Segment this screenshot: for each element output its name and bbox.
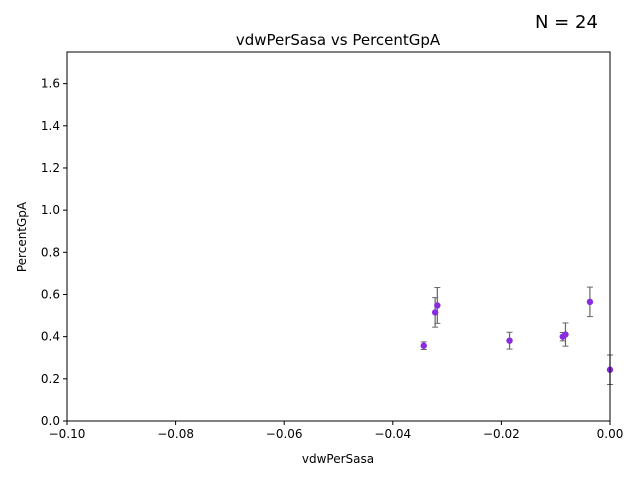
errorbar-layer (420, 286, 613, 386)
y-tick-label: 0.6 (41, 287, 60, 301)
chart-title: vdwPerSasa vs PercentGpA (236, 31, 441, 49)
y-tick-label: 0.8 (41, 245, 60, 259)
y-axis-label: PercentGpA (15, 201, 29, 272)
data-point (586, 298, 594, 306)
x-tick-label: −0.08 (157, 427, 194, 441)
x-tick-label: 0.00 (597, 427, 624, 441)
y-tick-label: 1.0 (41, 203, 60, 217)
y-axis: 0.0 0.2 0.4 0.6 0.8 1.0 1.2 1.4 1.6 (41, 77, 67, 428)
plot-frame (66, 51, 611, 422)
x-tick-label: −0.06 (266, 427, 303, 441)
y-tick-label: 1.4 (41, 119, 60, 133)
x-tick-label: −0.02 (483, 427, 520, 441)
point-layer (420, 298, 614, 373)
data-point (431, 309, 439, 316)
data-point (562, 331, 569, 338)
y-tick-label: 0.4 (41, 330, 60, 344)
data-point (434, 302, 441, 309)
sample-count-annotation: N = 24 (535, 12, 598, 33)
x-axis: −0.10 −0.08 −0.06 −0.04 −0.02 0.00 (49, 421, 624, 441)
x-axis-label: vdwPerSasa (302, 452, 374, 466)
data-point (420, 342, 427, 349)
y-tick-label: 0.0 (41, 414, 60, 428)
data-point (506, 337, 513, 344)
x-tick-label: −0.04 (374, 427, 411, 441)
y-tick-label: 1.6 (41, 77, 60, 91)
y-tick-label: 1.2 (41, 161, 60, 175)
x-tick-label: −0.10 (49, 427, 86, 441)
y-tick-label: 0.2 (41, 372, 60, 386)
